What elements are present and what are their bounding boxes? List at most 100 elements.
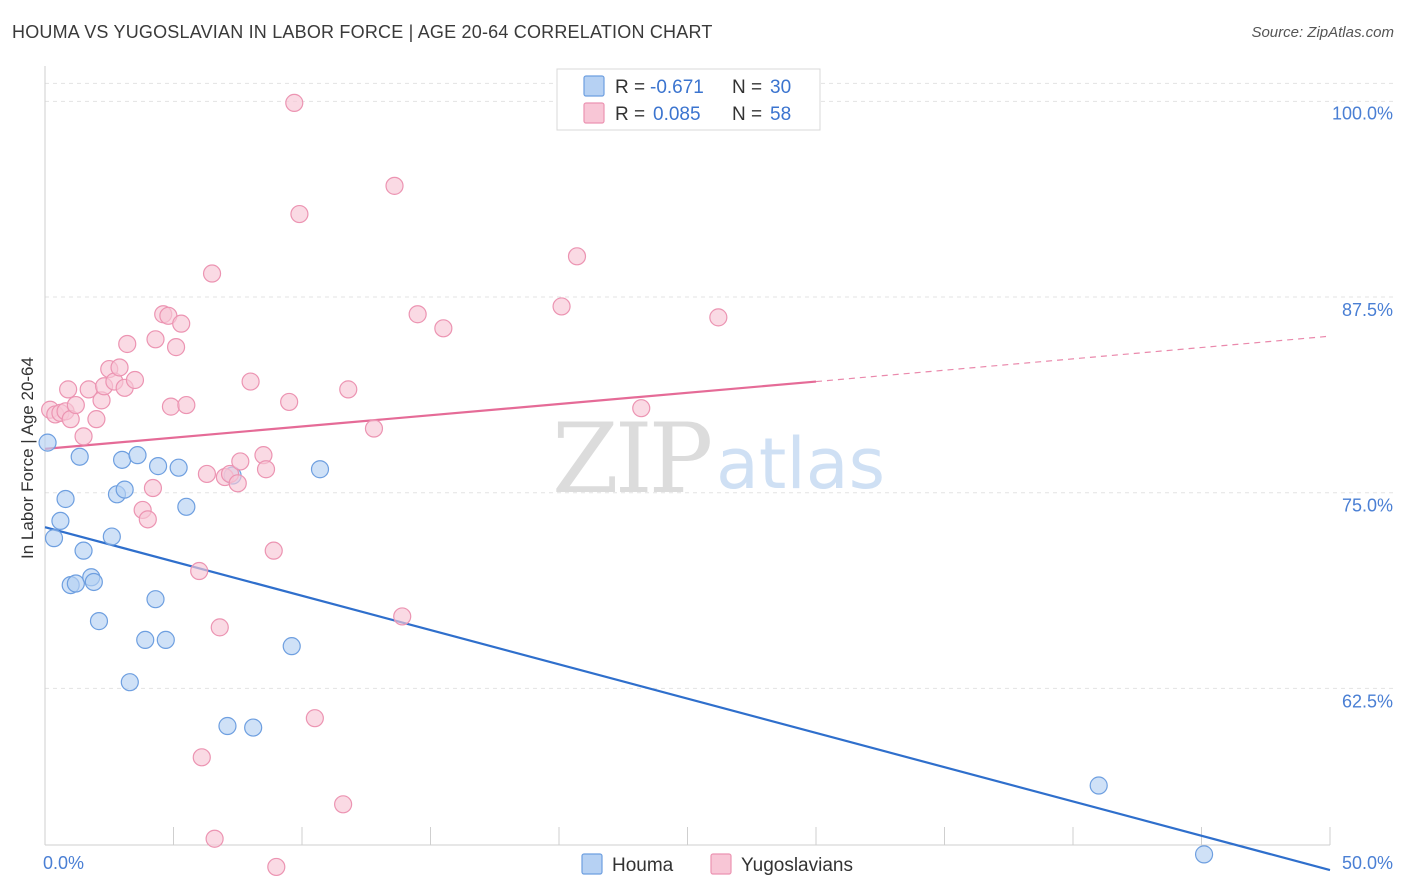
point-yugoslavians (552, 297, 571, 316)
point-yugoslavians (408, 305, 427, 324)
point-yugoslavians (567, 247, 587, 266)
point-houma (74, 541, 93, 560)
legend-r-value-yugoslavians: 0.085 (653, 104, 701, 125)
point-yugoslavians (166, 338, 186, 357)
trend-line-houma (44, 526, 1331, 872)
point-yugoslavians (228, 474, 247, 493)
legend-n-value-yugoslavians: 58 (770, 104, 791, 125)
y-tick-label: 62.5% (1342, 691, 1393, 711)
bottom-legend-label-houma: Houma (612, 855, 674, 876)
point-yugoslavians (177, 395, 196, 415)
point-houma (120, 673, 139, 692)
bottom-legend-label-yugoslavians: Yugoslavians (741, 855, 853, 876)
point-houma (136, 630, 155, 649)
point-houma (84, 572, 103, 592)
point-houma (112, 450, 132, 469)
correlation-legend: R = -0.671 N = 30 R = 0.085 N = 58 (556, 68, 821, 131)
point-yugoslavians (138, 510, 157, 529)
point-yugoslavians (192, 748, 211, 767)
point-houma (128, 446, 147, 465)
point-houma (1194, 845, 1214, 864)
point-houma (38, 433, 57, 452)
point-yugoslavians (66, 395, 85, 415)
y-tick-label: 87.5% (1342, 300, 1393, 320)
trend-lines (44, 335, 1331, 872)
point-yugoslavians (87, 410, 106, 429)
trend-line-yugoslavians (44, 380, 817, 450)
x-tick-label-max: 50.0% (1342, 853, 1393, 873)
point-yugoslavians (190, 561, 209, 581)
y-axis-title: In Labor Force | Age 20-64 (18, 357, 37, 559)
point-yugoslavians (632, 399, 651, 418)
point-yugoslavians (334, 795, 353, 814)
legend-swatch-houma (583, 75, 605, 97)
y-tick-label: 100.0% (1332, 103, 1393, 123)
point-yugoslavians (434, 319, 453, 338)
legend-r-value-houma: -0.671 (650, 77, 704, 98)
point-houma (66, 574, 85, 593)
point-yugoslavians (285, 93, 304, 112)
point-yugoslavians (74, 427, 93, 446)
point-yugoslavians (385, 176, 404, 195)
point-yugoslavians (172, 314, 191, 333)
point-houma (1089, 776, 1108, 795)
legend-n-value-houma: 30 (770, 77, 791, 98)
y-tick-label: 75.0% (1342, 496, 1393, 516)
legend-n-label-2: N = (732, 104, 762, 125)
point-yugoslavians (59, 380, 78, 399)
legend-swatch-yugoslavians (583, 102, 605, 124)
point-yugoslavians (197, 464, 217, 484)
point-yugoslavians (143, 478, 163, 498)
x-tick-label-min: 0.0% (43, 853, 84, 873)
point-yugoslavians (280, 392, 299, 412)
source-label: Source: ZipAtlas.com (1251, 24, 1394, 41)
point-yugoslavians (305, 709, 324, 728)
point-houma (310, 460, 330, 479)
legend-r-label-2: R = (615, 104, 645, 125)
point-yugoslavians (241, 372, 260, 391)
point-yugoslavians (264, 541, 283, 560)
point-yugoslavians (118, 334, 137, 354)
point-houma (282, 637, 301, 656)
point-yugoslavians (146, 330, 165, 349)
point-houma (148, 457, 168, 476)
series-yugoslavians (41, 93, 728, 877)
data-points (38, 93, 1214, 877)
point-yugoslavians (202, 264, 222, 283)
legend-r-label-1: R = (615, 77, 645, 98)
point-houma (102, 527, 121, 546)
watermark: ZIP atlas (552, 403, 885, 515)
point-yugoslavians (231, 452, 250, 471)
point-houma (70, 447, 89, 466)
point-houma (244, 718, 263, 737)
series-legend: Houma Yugoslavians (581, 853, 853, 876)
point-houma (56, 489, 75, 509)
point-yugoslavians (709, 308, 728, 327)
point-houma (177, 497, 196, 516)
point-yugoslavians (267, 857, 286, 877)
legend-n-label-1: N = (732, 77, 762, 98)
bottom-legend-swatch-houma (581, 853, 603, 875)
series-houma (38, 433, 1214, 864)
point-houma (218, 716, 237, 736)
point-yugoslavians (393, 607, 412, 626)
watermark-zip: ZIP (552, 403, 711, 515)
point-houma (89, 612, 109, 631)
point-yugoslavians (290, 204, 309, 224)
trend-line-dashed-yugoslavians (815, 335, 1331, 383)
point-yugoslavians (205, 829, 224, 848)
point-houma (156, 630, 175, 649)
point-houma (44, 529, 64, 548)
watermark-atlas: atlas (716, 423, 885, 505)
point-houma (115, 480, 134, 499)
point-yugoslavians (364, 419, 384, 438)
point-houma (51, 511, 70, 531)
bottom-legend-swatch-yugoslavians (710, 853, 732, 875)
point-yugoslavians (339, 380, 358, 399)
point-yugoslavians (161, 397, 181, 416)
point-houma (146, 590, 165, 609)
point-yugoslavians (210, 618, 229, 637)
point-houma (169, 458, 188, 477)
point-yugoslavians (125, 370, 145, 390)
